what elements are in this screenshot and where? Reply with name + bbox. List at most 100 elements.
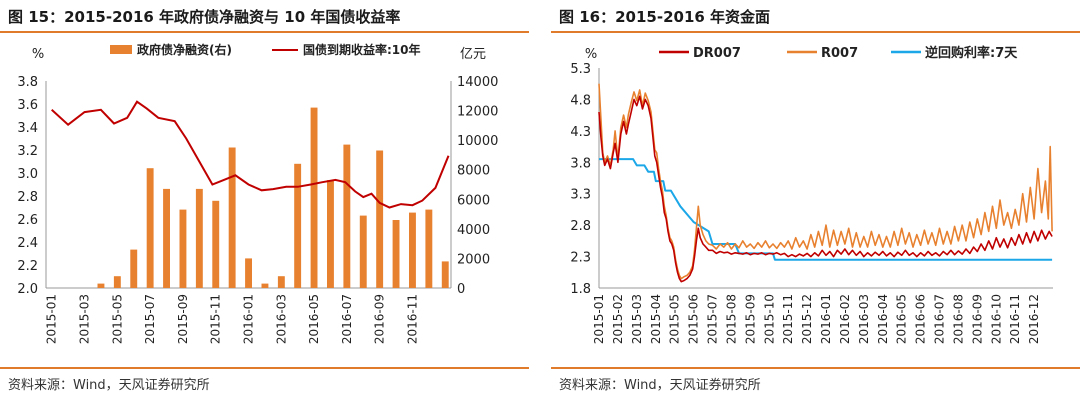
x-tick-label: 2015-06 xyxy=(687,294,701,344)
chart-title: 图 15：2015-2016 年政府债净融资与 10 年国债收益率 xyxy=(8,8,401,26)
legend-label: R007 xyxy=(821,46,858,61)
bar xyxy=(228,147,236,288)
right-y-tick-label: 0 xyxy=(457,282,465,297)
bar xyxy=(163,188,170,288)
left-y-tick-label: 2.0 xyxy=(17,282,38,297)
x-tick-label: 2016-09 xyxy=(970,294,984,344)
footer-rule xyxy=(551,367,1080,369)
bar xyxy=(327,180,334,288)
chart-15-plot: % 亿元 3.8 3.6 3.4 3.2 3.0 2.8 2.6 2.4 2.2 2.0 14000 12… xyxy=(17,42,498,344)
y-tick-label: 3.8 xyxy=(570,156,591,171)
source-note: 资料来源：Wind，天风证券研究所 xyxy=(559,378,761,393)
x-tick-label: 2016-11 xyxy=(1008,294,1022,344)
y-tick-label: 2.3 xyxy=(570,251,591,266)
left-y-tick-label: 3.4 xyxy=(17,121,38,136)
bar xyxy=(376,150,384,288)
x-tick-label: 2015-05 xyxy=(668,294,682,344)
bar xyxy=(277,276,285,288)
x-tick-label: 2016-09 xyxy=(373,294,387,344)
x-tick-label: 2015-09 xyxy=(743,294,757,344)
right-y-tick-label: 2000 xyxy=(457,252,490,267)
y-tick-label: 3.3 xyxy=(570,188,591,203)
y-tick-label: 2.8 xyxy=(570,219,591,234)
bar xyxy=(195,188,203,288)
x-tick-label: 2015-01 xyxy=(592,294,606,344)
x-tick-label: 2016-05 xyxy=(307,294,321,344)
legend-label: 国债到期收益率:10年 xyxy=(303,42,421,57)
title-rule xyxy=(0,31,529,33)
title-rule xyxy=(551,31,1080,33)
bar xyxy=(441,261,449,288)
x-tick-label: 2016-10 xyxy=(989,294,1003,344)
left-y-tick-label: 2.4 xyxy=(17,236,38,251)
left-unit-label: % xyxy=(32,47,44,62)
y-tick-label: 5.3 xyxy=(570,62,591,77)
bar xyxy=(113,276,121,288)
bar xyxy=(425,209,433,288)
series-line-DR007 xyxy=(598,95,1053,283)
right-unit-label: 亿元 xyxy=(460,47,486,62)
right-y-tick-label: 10000 xyxy=(457,134,498,149)
y-unit-label: % xyxy=(585,47,597,62)
chart-panel-16: 图 16：2015-2016 年资金面 % 5.3 4.8 4.3 3.8 3.3 2.8 2… xyxy=(551,0,1080,400)
legend-swatch-bar xyxy=(110,45,132,54)
x-tick-label: 2016-01 xyxy=(819,294,833,344)
bar xyxy=(310,107,318,288)
series-line-逆回购利率:7天 xyxy=(599,158,1053,261)
x-tick-label: 2015-08 xyxy=(724,294,738,344)
chart-panel-15: 图 15：2015-2016 年政府债净融资与 10 年国债收益率 % 亿元 3.8… xyxy=(0,0,529,400)
x-tick-label: 2015-12 xyxy=(800,294,814,344)
x-tick-label: 2015-01 xyxy=(45,294,59,344)
bar xyxy=(97,283,105,288)
legend-label: 政府债净融资(右) xyxy=(137,42,232,57)
x-tick-label: 2016-03 xyxy=(274,294,288,344)
source-note: 资料来源：Wind，天风证券研究所 xyxy=(8,378,210,393)
x-tick-label: 2016-11 xyxy=(405,294,419,344)
x-tick-label: 2016-02 xyxy=(838,294,852,344)
x-tick-label: 2016-06 xyxy=(914,294,928,344)
x-tick-label: 2015-04 xyxy=(649,294,663,344)
x-tick-label: 2015-02 xyxy=(611,294,625,344)
x-tick-label: 2015-07 xyxy=(143,294,157,344)
right-y-tick-label: 4000 xyxy=(457,223,490,238)
chart-title: 图 16：2015-2016 年资金面 xyxy=(559,8,771,26)
bar xyxy=(146,168,154,288)
right-y-tick-label: 14000 xyxy=(457,75,498,90)
left-y-tick-label: 3.8 xyxy=(17,75,38,90)
series-line-R007 xyxy=(598,83,1053,280)
x-tick-label: 2015-03 xyxy=(78,294,92,344)
footer-rule xyxy=(0,367,529,369)
left-y-tick-label: 3.2 xyxy=(17,144,38,159)
x-tick-label: 2015-09 xyxy=(176,294,190,344)
x-tick-label: 2016-04 xyxy=(876,294,890,344)
y-tick-label: 4.3 xyxy=(570,125,591,140)
x-tick-label: 2016-08 xyxy=(951,294,965,344)
right-y-tick-label: 6000 xyxy=(457,193,490,208)
yield-line xyxy=(51,100,450,209)
left-y-tick-label: 2.6 xyxy=(17,213,38,228)
x-tick-label: 2015-05 xyxy=(110,294,124,344)
x-tick-label: 2016-07 xyxy=(933,294,947,344)
y-tick-label: 1.8 xyxy=(570,282,591,297)
bar xyxy=(359,215,367,288)
left-y-tick-label: 3.6 xyxy=(17,98,38,113)
left-y-tick-label: 2.2 xyxy=(17,259,38,274)
right-y-tick-label: 12000 xyxy=(457,105,498,120)
x-tick-label: 2016-07 xyxy=(340,294,354,344)
x-tick-label: 2015-03 xyxy=(630,294,644,344)
x-tick-label: 2015-11 xyxy=(209,294,223,344)
bar xyxy=(130,249,138,288)
x-tick-label: 2016-01 xyxy=(242,294,256,344)
left-y-tick-label: 2.8 xyxy=(17,190,38,205)
x-tick-label: 2016-12 xyxy=(1027,294,1041,344)
right-y-tick-label: 8000 xyxy=(457,164,490,179)
bar xyxy=(294,163,302,288)
bar xyxy=(179,209,187,288)
bar xyxy=(245,258,252,288)
x-tick-label: 2016-03 xyxy=(857,294,871,344)
x-tick-label: 2015-11 xyxy=(781,294,795,344)
bar xyxy=(261,283,269,288)
bar xyxy=(392,220,400,288)
bar xyxy=(343,144,351,288)
